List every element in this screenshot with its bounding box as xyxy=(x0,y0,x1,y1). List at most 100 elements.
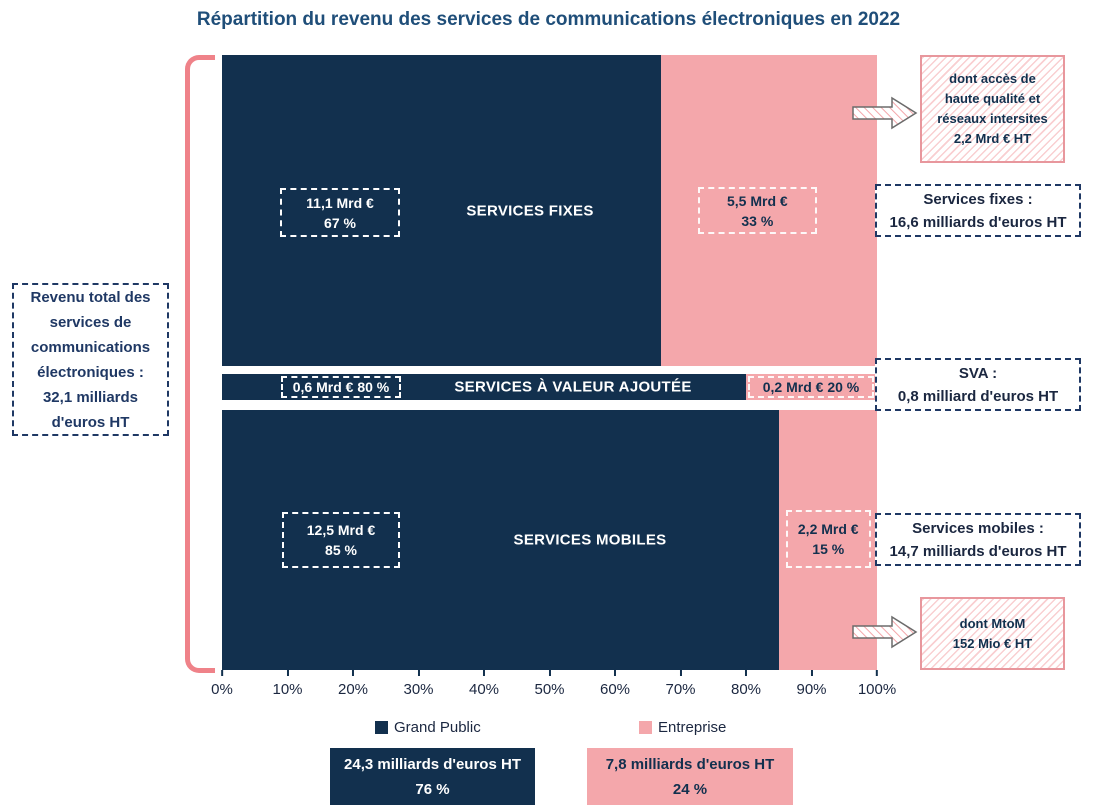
bar-sva: 0,6 Mrd € 80 % 0,2 Mrd € 20 % SERVICES À… xyxy=(222,374,877,400)
chart-title: Répartition du revenu des services de co… xyxy=(196,9,901,30)
annotation-label: Services fixes : xyxy=(923,190,1033,208)
callout-line: 2,2 Mrd € HT xyxy=(953,131,1032,146)
callout-mtom: dont MtoM 152 Mio € HT xyxy=(920,597,1065,670)
callout-line: haute qualité et xyxy=(944,91,1041,106)
segment-mobiles-entreprise: 2,2 Mrd € 15 % xyxy=(778,410,877,670)
x-tick-mark xyxy=(417,670,420,676)
legend-item-grand-public: Grand Public xyxy=(375,719,481,736)
total-note-line: 32,1 milliards xyxy=(42,388,139,406)
x-tick-mark xyxy=(745,670,747,676)
x-tick-mark xyxy=(221,670,223,676)
value-label-fixes-grand-public: 11,1 Mrd € 67 % xyxy=(280,188,400,237)
total-note-line: communications xyxy=(30,338,151,356)
total-bracket xyxy=(185,55,215,673)
callout-line: 152 Mio € HT xyxy=(952,635,1033,651)
bar-services-fixes: 11,1 Mrd € 67 % 5,5 Mrd € 33 % SERVICES … xyxy=(222,55,877,366)
x-tick-mark xyxy=(352,670,354,676)
total-note-line: services de xyxy=(49,313,132,331)
x-tick: 50% xyxy=(534,670,565,698)
x-tick: 100% xyxy=(858,670,896,698)
annotation-value: 0,8 milliard d'euros HT xyxy=(897,387,1059,405)
x-tick-mark xyxy=(679,670,682,676)
x-tick-label: 60% xyxy=(599,681,631,698)
segment-sva-grand-public: 0,6 Mrd € 80 % xyxy=(222,374,746,400)
x-tick: 60% xyxy=(600,670,630,698)
bar-label-services-fixes: SERVICES FIXES xyxy=(466,202,594,219)
x-tick-label: 0% xyxy=(211,681,233,698)
x-tick-mark xyxy=(483,670,485,676)
total-value: 7,8 milliards d'euros HT xyxy=(605,755,775,773)
value-percent: 67 % xyxy=(324,214,356,231)
value-amount: 12,5 Mrd € xyxy=(306,522,376,538)
total-grand-public: 24,3 milliards d'euros HT 76 % xyxy=(330,748,535,805)
x-tick-mark xyxy=(548,670,551,676)
total-note-line: d'euros HT xyxy=(51,413,130,431)
total-percent: 24 % xyxy=(672,780,708,798)
value-amount: 0,6 Mrd € 80 % xyxy=(292,379,390,395)
value-label-mobiles-grand-public: 12,5 Mrd € 85 % xyxy=(282,512,400,568)
plot-area: 11,1 Mrd € 67 % 5,5 Mrd € 33 % SERVICES … xyxy=(211,0,896,715)
arrow-icon xyxy=(852,96,918,130)
x-tick: 90% xyxy=(796,670,827,698)
legend-swatch-grand-public xyxy=(375,721,388,734)
value-amount: 5,5 Mrd € xyxy=(726,192,788,209)
total-percent: 76 % xyxy=(415,780,450,798)
x-tick: 30% xyxy=(403,670,434,698)
callout-line: dont accès de xyxy=(949,71,1036,86)
bar-label-sva: SERVICES À VALEUR AJOUTÉE xyxy=(454,378,692,396)
x-tick: 10% xyxy=(272,670,303,698)
value-percent: 85 % xyxy=(325,542,357,558)
bar-services-mobiles: 12,5 Mrd € 85 % 2,2 Mrd € 15 % SERVICES … xyxy=(222,410,877,670)
annotation-sva-total: SVA : 0,8 milliard d'euros HT xyxy=(875,358,1081,411)
value-percent: 15 % xyxy=(812,541,845,557)
x-tick-mark xyxy=(286,670,289,676)
x-tick-mark xyxy=(876,670,878,676)
segment-mobiles-grand-public: 12,5 Mrd € 85 % xyxy=(222,410,779,670)
legend-label: Grand Public xyxy=(394,719,481,736)
value-label-sva-grand-public: 0,6 Mrd € 80 % xyxy=(281,376,401,398)
total-note-line: électroniques : xyxy=(37,363,144,381)
annotation-label: Services mobiles : xyxy=(912,519,1044,537)
callout-line: dont MtoM xyxy=(959,615,1026,631)
legend-swatch-entreprise xyxy=(639,721,652,734)
x-axis: 0% 10% 20% 30% 40% 50% 60% 70% 80% 90% 100% xyxy=(211,670,896,710)
x-tick: 80% xyxy=(731,670,761,698)
total-revenue-note: Revenu total des services de communicati… xyxy=(12,283,169,436)
annotation-value: 16,6 milliards d'euros HT xyxy=(889,213,1067,231)
segment-fixes-entreprise: 5,5 Mrd € 33 % xyxy=(660,55,877,366)
value-label-fixes-entreprise: 5,5 Mrd € 33 % xyxy=(697,187,817,234)
segment-fixes-grand-public: 11,1 Mrd € 67 % xyxy=(222,55,661,366)
arrow-icon xyxy=(852,615,918,649)
total-note-line: Revenu total des xyxy=(30,288,151,306)
value-amount: 2,2 Mrd € xyxy=(797,521,859,537)
annotation-label: SVA : xyxy=(958,364,998,382)
x-tick: 40% xyxy=(469,670,499,698)
x-tick-label: 40% xyxy=(468,681,500,698)
callout-haute-qualite: dont accès de haute qualité et réseaux i… xyxy=(920,55,1065,163)
callout-line: réseaux intersites xyxy=(937,111,1048,126)
x-tick-label: 100% xyxy=(857,681,897,698)
x-tick: 0% xyxy=(211,670,233,698)
value-percent: 33 % xyxy=(741,212,774,229)
x-tick: 20% xyxy=(338,670,368,698)
annotation-value: 14,7 milliards d'euros HT xyxy=(889,542,1067,560)
total-entreprise: 7,8 milliards d'euros HT 24 % xyxy=(587,748,793,805)
x-tick-label: 10% xyxy=(272,681,303,698)
x-tick-mark xyxy=(810,670,813,676)
annotation-services-mobiles-total: Services mobiles : 14,7 milliards d'euro… xyxy=(875,513,1081,566)
legend-label: Entreprise xyxy=(658,719,727,736)
x-tick-label: 70% xyxy=(665,681,696,698)
annotation-services-fixes-total: Services fixes : 16,6 milliards d'euros … xyxy=(875,184,1081,237)
x-tick-label: 50% xyxy=(534,681,565,698)
x-tick: 70% xyxy=(665,670,696,698)
value-label-mobiles-entreprise: 2,2 Mrd € 15 % xyxy=(785,510,871,568)
legend-item-entreprise: Entreprise xyxy=(639,719,726,736)
value-amount: 0,2 Mrd € 20 % xyxy=(762,379,860,395)
x-tick-label: 20% xyxy=(337,681,369,698)
x-tick-mark xyxy=(614,670,616,676)
x-tick-label: 30% xyxy=(403,681,434,698)
bar-label-services-mobiles: SERVICES MOBILES xyxy=(513,531,667,549)
total-value: 24,3 milliards d'euros HT xyxy=(344,755,521,773)
x-tick-label: 80% xyxy=(730,681,762,698)
